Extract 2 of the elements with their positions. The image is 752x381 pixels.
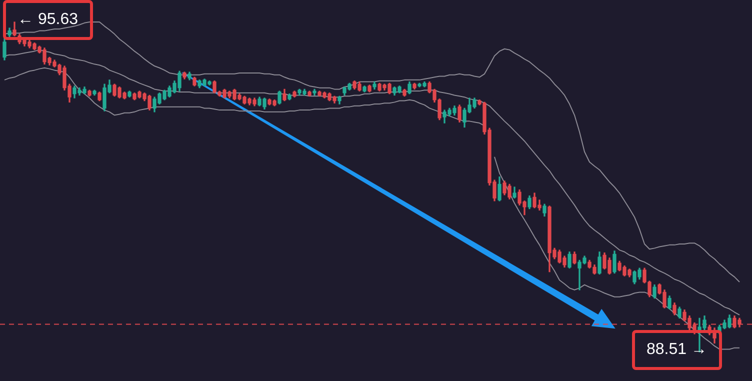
annotation: ← 95.63 xyxy=(18,11,78,29)
annotation: 88.51 → xyxy=(646,341,707,359)
